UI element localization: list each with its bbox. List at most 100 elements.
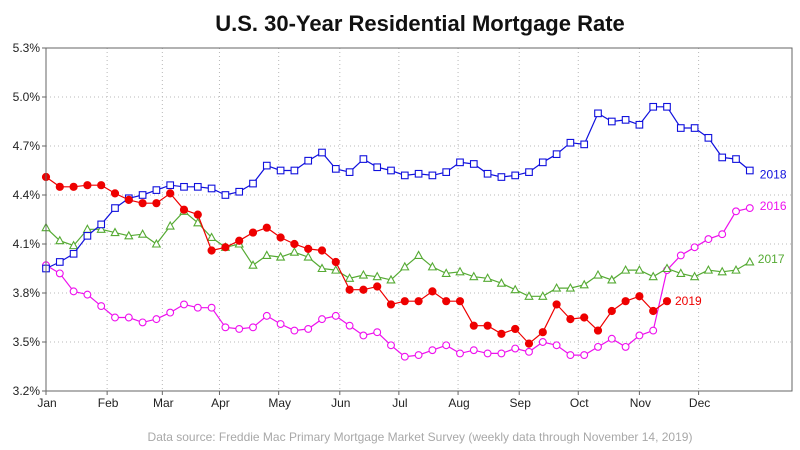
series-line-2016 xyxy=(45,207,750,358)
data-point xyxy=(304,244,313,253)
data-point xyxy=(689,271,700,281)
data-point xyxy=(745,204,754,213)
data-point xyxy=(97,302,106,311)
data-point xyxy=(262,250,272,259)
data-point xyxy=(55,258,64,266)
data-point xyxy=(456,158,464,167)
data-point xyxy=(55,235,65,245)
data-point xyxy=(566,138,575,147)
data-point xyxy=(662,297,672,306)
data-point xyxy=(262,161,271,170)
data-point xyxy=(538,291,548,300)
data-point xyxy=(745,256,755,266)
data-point xyxy=(138,199,147,208)
data-point xyxy=(621,116,630,124)
data-point xyxy=(289,247,300,256)
x-tick-label: Jul xyxy=(392,396,407,410)
data-point xyxy=(331,264,341,274)
data-point xyxy=(97,220,106,229)
data-point xyxy=(718,153,727,162)
data-point xyxy=(110,189,120,198)
data-point xyxy=(469,321,478,330)
data-point xyxy=(579,279,589,289)
data-point xyxy=(166,308,175,317)
series-2017 xyxy=(41,206,755,300)
y-tick-label: 3.2% xyxy=(13,384,41,398)
data-point xyxy=(318,315,326,324)
data-point xyxy=(249,323,257,332)
chart-title: U.S. 30-Year Residential Mortgage Rate xyxy=(215,11,625,36)
data-point xyxy=(704,133,713,142)
data-point xyxy=(442,168,451,176)
data-point xyxy=(538,338,547,346)
data-point xyxy=(469,160,478,168)
data-point xyxy=(276,233,285,242)
grid-layer xyxy=(45,47,792,392)
data-point xyxy=(441,268,451,277)
data-point xyxy=(718,230,727,239)
data-point xyxy=(68,240,79,250)
data-point xyxy=(442,341,451,350)
data-point xyxy=(456,349,464,358)
series-2018 xyxy=(42,102,754,273)
data-point xyxy=(400,297,409,306)
data-point xyxy=(83,181,92,190)
data-point xyxy=(207,303,216,312)
data-point xyxy=(83,231,92,240)
data-point xyxy=(511,171,520,180)
data-point xyxy=(345,168,354,176)
data-point xyxy=(165,220,175,230)
x-tick-label: Aug xyxy=(448,396,469,410)
data-point xyxy=(551,282,562,292)
data-point xyxy=(525,347,533,356)
series-label-layer: 2016 2017 2018 2019 xyxy=(675,168,787,309)
data-point xyxy=(166,181,175,190)
data-point xyxy=(124,195,133,204)
data-point xyxy=(455,297,465,306)
data-point xyxy=(386,274,396,284)
data-point xyxy=(414,169,423,178)
data-point xyxy=(152,315,161,324)
series-2019 xyxy=(41,172,672,348)
data-point xyxy=(262,311,271,320)
series-2016 xyxy=(42,204,754,361)
data-point xyxy=(221,191,230,199)
data-point xyxy=(193,210,202,219)
data-point xyxy=(138,191,147,199)
data-point xyxy=(290,326,299,335)
data-point xyxy=(566,351,575,360)
data-point xyxy=(180,300,188,309)
data-point xyxy=(510,284,520,294)
data-point xyxy=(69,287,78,296)
y-tick-label: 4.7% xyxy=(13,139,41,153)
data-point xyxy=(649,102,658,111)
data-point xyxy=(152,199,161,208)
data-point xyxy=(193,217,203,227)
data-point xyxy=(690,124,699,132)
x-tick-label: Sep xyxy=(510,396,532,410)
data-point xyxy=(593,269,603,279)
data-point xyxy=(428,346,437,355)
data-point xyxy=(621,297,630,306)
data-point xyxy=(496,278,507,287)
data-point xyxy=(221,243,230,252)
data-point xyxy=(511,324,520,334)
data-point xyxy=(662,263,672,273)
data-point xyxy=(593,326,603,335)
data-point xyxy=(262,223,271,232)
y-tick-label: 3.8% xyxy=(13,286,41,300)
data-point xyxy=(607,334,616,343)
data-point xyxy=(648,271,658,281)
data-point xyxy=(649,306,658,316)
data-point xyxy=(359,285,368,294)
data-point xyxy=(594,109,602,118)
data-point xyxy=(83,290,92,299)
data-point xyxy=(483,169,492,178)
data-point xyxy=(373,328,382,337)
data-point xyxy=(400,352,409,361)
data-point xyxy=(207,184,216,193)
data-point xyxy=(206,232,217,242)
data-point xyxy=(525,168,533,176)
data-point xyxy=(413,250,424,259)
plot-frame xyxy=(45,47,793,392)
